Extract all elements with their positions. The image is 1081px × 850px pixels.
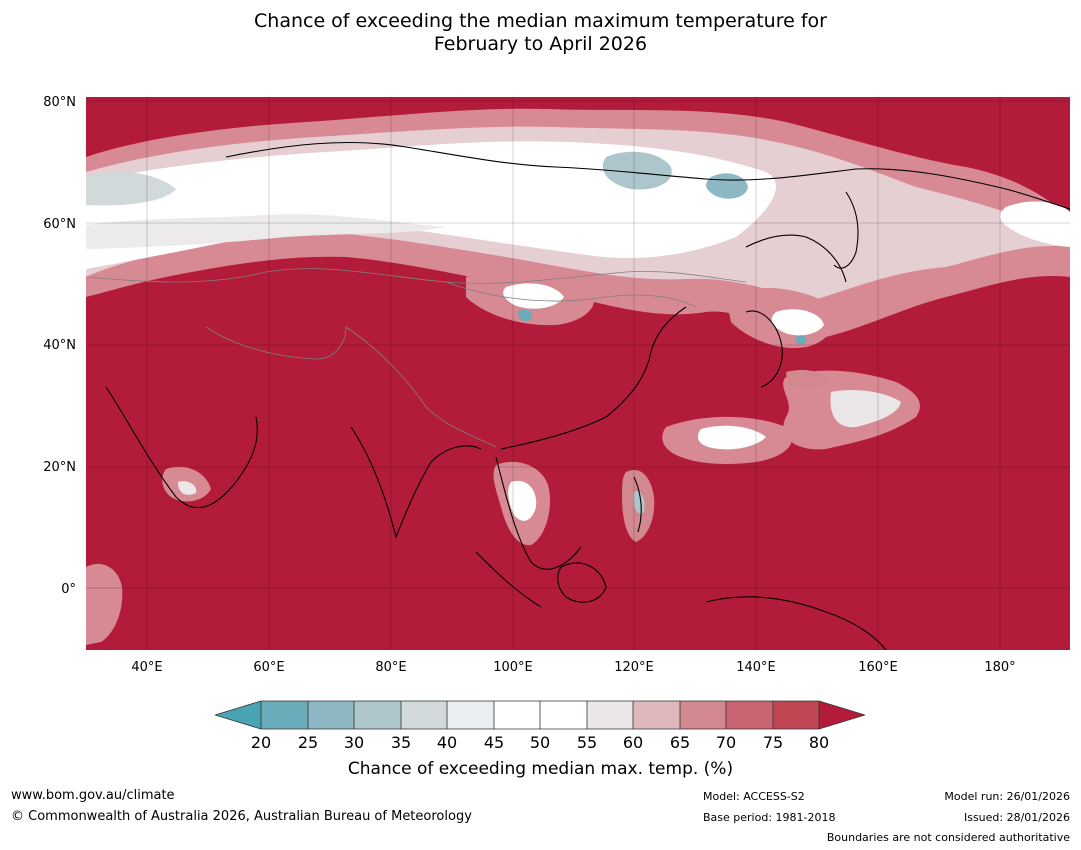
arabia-coast — [105, 386, 258, 509]
borneo-coast — [557, 562, 607, 603]
indochina-neutral-patch — [508, 480, 537, 521]
issued-date: Issued: 28/01/2026 — [963, 811, 1070, 824]
lon-label-100e: 100°E — [493, 660, 533, 675]
bom-url-link[interactable]: www.bom.gov.au/climate — [11, 788, 175, 803]
western-cool-patch — [86, 171, 176, 206]
colorbar-title: Chance of exceeding median max. temp. (%… — [347, 759, 734, 779]
pacific-streak-north — [786, 370, 831, 388]
colorbar-bin-50-55 — [540, 701, 587, 729]
title-line-1: Chance of exceeding the median maximum t… — [254, 10, 827, 32]
pacific-streak-east-light — [830, 390, 901, 428]
graticule — [86, 97, 1070, 650]
colorbar-tick-45: 45 — [483, 733, 505, 752]
colorbar-over-arrow — [819, 701, 865, 729]
sumatra-coast — [475, 551, 542, 608]
colorbar-bin-35-40 — [401, 701, 447, 729]
lon-label-180: 180° — [984, 660, 1016, 675]
china-west-border — [345, 326, 497, 448]
okhotsk-coast — [745, 234, 847, 283]
philippines-cool-patch — [633, 491, 645, 514]
arctic-coast — [225, 141, 1070, 210]
colorbar-tick-25: 25 — [297, 733, 319, 752]
colorbar-tick-40: 40 — [436, 733, 458, 752]
model-run-date: Model run: 26/01/2026 — [944, 790, 1070, 803]
russia-south-border — [86, 268, 747, 284]
colorbar-tick-55: 55 — [576, 733, 598, 752]
colorbar-bin-65-70 — [680, 701, 726, 729]
china-coast — [500, 306, 687, 450]
lat-label-0: 0° — [61, 582, 76, 597]
colorbar — [215, 700, 865, 730]
colorbar-tick-80: 80 — [808, 733, 830, 752]
colorbar-tick-70: 70 — [715, 733, 737, 752]
lon-label-160e: 160°E — [858, 660, 898, 675]
lat-label-40n: 40°N — [43, 338, 76, 353]
siberia-cool-patch — [602, 151, 672, 190]
colorbar-tick-35: 35 — [390, 733, 412, 752]
africa-moderate-patch — [86, 563, 123, 645]
colorbar-tick-65: 65 — [669, 733, 691, 752]
lon-label-40e: 40°E — [131, 660, 163, 675]
northern-neutral-band — [86, 141, 776, 269]
colorbar-dividers — [215, 700, 865, 730]
colorbar-bin-20-25 — [261, 701, 308, 729]
colorbar-bin-75-80 — [773, 701, 819, 729]
forecast-map-svg — [86, 97, 1070, 650]
colorbar-bin-60-65 — [633, 701, 680, 729]
colorbar-bin-25-30 — [308, 701, 354, 729]
base-period: Base period: 1981-2018 — [703, 811, 836, 824]
country-borders — [86, 268, 747, 448]
pacific-streak-west-light — [697, 425, 766, 450]
lat-label-20n: 20°N — [43, 460, 76, 475]
copyright-text: © Commonwealth of Australia 2026, Austra… — [11, 809, 472, 824]
colorbar-bin-30-35 — [354, 701, 401, 729]
model-name: Model: ACCESS-S2 — [703, 790, 805, 803]
indochina-coast — [495, 456, 582, 570]
japan-cool-patch — [795, 335, 807, 345]
japan-islands — [745, 310, 783, 388]
boundaries-disclaimer: Boundaries are not considered authoritat… — [826, 831, 1070, 844]
colorbar-tick-75: 75 — [762, 733, 784, 752]
lon-label-140e: 140°E — [736, 660, 776, 675]
colorbar-bin-45-50 — [494, 701, 540, 729]
lon-label-80e: 80°E — [375, 660, 407, 675]
forecast-map — [86, 97, 1070, 650]
lon-label-60e: 60°E — [253, 660, 285, 675]
colorbar-bin-70-75 — [726, 701, 773, 729]
lat-label-60n: 60°N — [43, 217, 76, 232]
mongolia-border — [445, 281, 697, 308]
arabia-neutral-patch — [178, 481, 197, 495]
colorbar-tick-30: 30 — [343, 733, 365, 752]
colorbar-bin-55-60 — [587, 701, 633, 729]
northern-gray-band — [86, 214, 446, 249]
map-title: Chance of exceeding the median maximum t… — [0, 10, 1081, 56]
india-coast — [350, 426, 482, 539]
colorbar-tick-20: 20 — [250, 733, 272, 752]
mongolia-neutral-patch — [503, 283, 564, 309]
mongolia-cool-patch — [518, 309, 533, 321]
new-guinea-coast — [705, 596, 887, 650]
colorbar-bin-40-45 — [447, 701, 494, 729]
lon-label-120e: 120°E — [614, 660, 654, 675]
kamchatka-neutral-patch — [1000, 201, 1070, 247]
title-line-2: February to April 2026 — [433, 33, 648, 55]
lat-label-80n: 80°N — [43, 95, 76, 110]
japan-neutral-patch — [771, 309, 824, 336]
central-asia-border — [205, 326, 347, 360]
colorbar-tick-60: 60 — [622, 733, 644, 752]
colorbar-under-arrow — [215, 701, 261, 729]
coastlines — [105, 141, 1070, 650]
philippines-coast — [633, 476, 642, 533]
colorbar-tick-50: 50 — [529, 733, 551, 752]
